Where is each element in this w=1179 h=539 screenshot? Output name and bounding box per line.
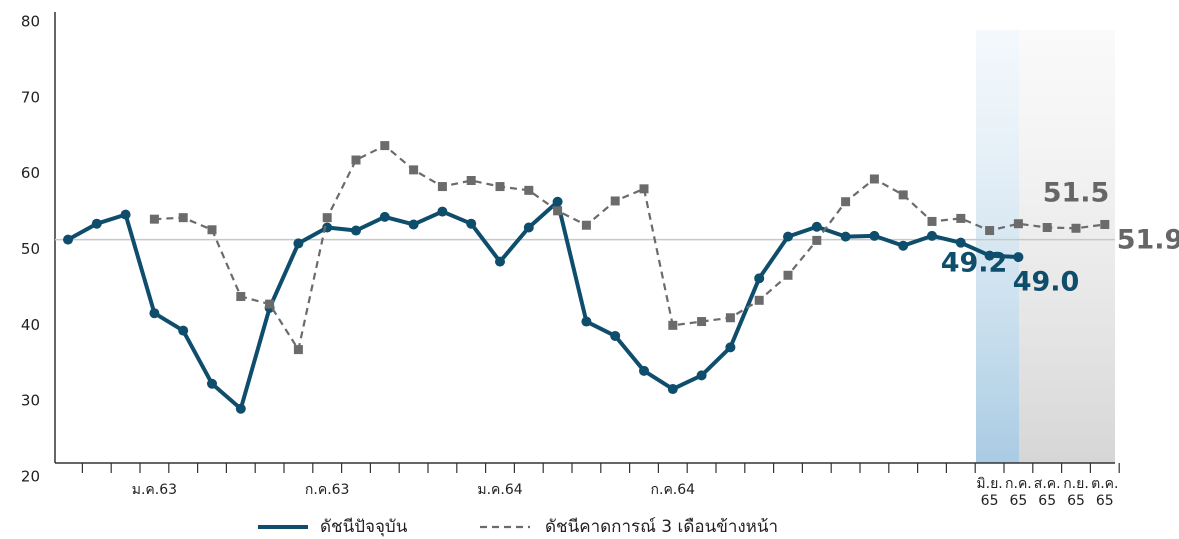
x-tick-label: ก.ค.63 (305, 482, 350, 498)
marker (1013, 219, 1023, 229)
marker (351, 155, 361, 165)
marker (63, 234, 73, 245)
x-tick-label: ต.ค. 65 (1091, 476, 1118, 509)
marker (265, 299, 275, 309)
legend-label: ดัชนีปัจจุบัน (320, 517, 408, 537)
x-tick-label: มิ.ย. 65 (976, 476, 1002, 509)
series (149, 141, 1110, 355)
marker (667, 384, 678, 395)
marker (725, 342, 736, 353)
marker (1071, 223, 1081, 233)
forecast-band (1019, 30, 1115, 463)
x-tick-label: ม.ค.63 (132, 482, 177, 498)
marker (898, 240, 909, 251)
marker (725, 313, 735, 323)
marker (696, 370, 707, 381)
marker (668, 320, 678, 330)
marker (1042, 223, 1052, 233)
marker (236, 292, 246, 302)
data-label: 51.5 (1043, 178, 1110, 209)
series-line (67, 199, 1019, 411)
marker (379, 211, 390, 222)
marker (985, 226, 995, 236)
marker (840, 231, 851, 242)
marker (898, 190, 908, 200)
marker (1013, 252, 1024, 263)
marker (91, 218, 102, 229)
marker (149, 308, 160, 319)
y-tick-label: 20 (21, 468, 40, 486)
marker (783, 231, 793, 242)
marker (207, 225, 217, 235)
x-tick-label: ส.ค. 65 (1034, 476, 1061, 509)
marker (783, 270, 793, 280)
marker (178, 213, 188, 223)
marker (639, 365, 649, 376)
series (63, 196, 1024, 414)
y-tick-label: 70 (21, 88, 40, 106)
marker (869, 174, 879, 184)
marker (581, 220, 591, 230)
marker (581, 316, 592, 327)
marker (178, 325, 189, 336)
highlight-band (976, 30, 1019, 463)
marker (437, 182, 447, 192)
legend-label: ดัชนีคาดการณ์ 3 เดือนข้างหน้า (545, 517, 778, 537)
y-tick-label: 80 (21, 13, 40, 31)
marker (523, 222, 534, 233)
marker (293, 238, 304, 249)
marker (639, 184, 649, 194)
marker (524, 185, 534, 195)
marker (610, 330, 621, 341)
data-label: 49.0 (1013, 267, 1080, 298)
y-tick-label: 40 (21, 316, 40, 334)
data-label: 51.9 (1117, 225, 1179, 256)
marker (351, 225, 361, 236)
marker (293, 345, 303, 355)
marker (955, 237, 966, 248)
marker (610, 196, 620, 206)
marker (466, 218, 477, 229)
x-tick-label: ม.ค.64 (477, 482, 522, 498)
marker (149, 214, 159, 224)
marker (984, 250, 995, 261)
marker (552, 196, 563, 207)
marker (207, 378, 217, 389)
marker (409, 165, 419, 175)
marker (927, 230, 937, 241)
marker (812, 235, 822, 245)
marker (466, 175, 476, 185)
marker (235, 403, 246, 414)
y-tick-label: 30 (21, 392, 40, 410)
marker (553, 206, 563, 216)
marker (927, 216, 937, 226)
marker (697, 317, 707, 327)
x-tick-label: ก.ค.64 (651, 482, 696, 498)
marker (1100, 219, 1110, 229)
marker (841, 197, 851, 207)
marker (811, 221, 822, 232)
marker (869, 230, 880, 241)
marker (754, 295, 764, 305)
marker (754, 273, 765, 284)
y-tick-label: 50 (21, 240, 40, 258)
marker (408, 219, 419, 230)
marker (120, 209, 131, 220)
marker (495, 182, 505, 192)
x-tick-label: ก.ค. 65 (1005, 476, 1032, 509)
marker (495, 256, 505, 267)
y-tick-label: 60 (21, 164, 40, 182)
marker (322, 213, 332, 223)
x-tick-label: ก.ย. 65 (1063, 476, 1089, 509)
series-line (154, 144, 1105, 351)
marker (956, 213, 966, 223)
marker (380, 141, 390, 151)
marker (437, 206, 448, 217)
data-label: 49.2 (941, 248, 1008, 279)
